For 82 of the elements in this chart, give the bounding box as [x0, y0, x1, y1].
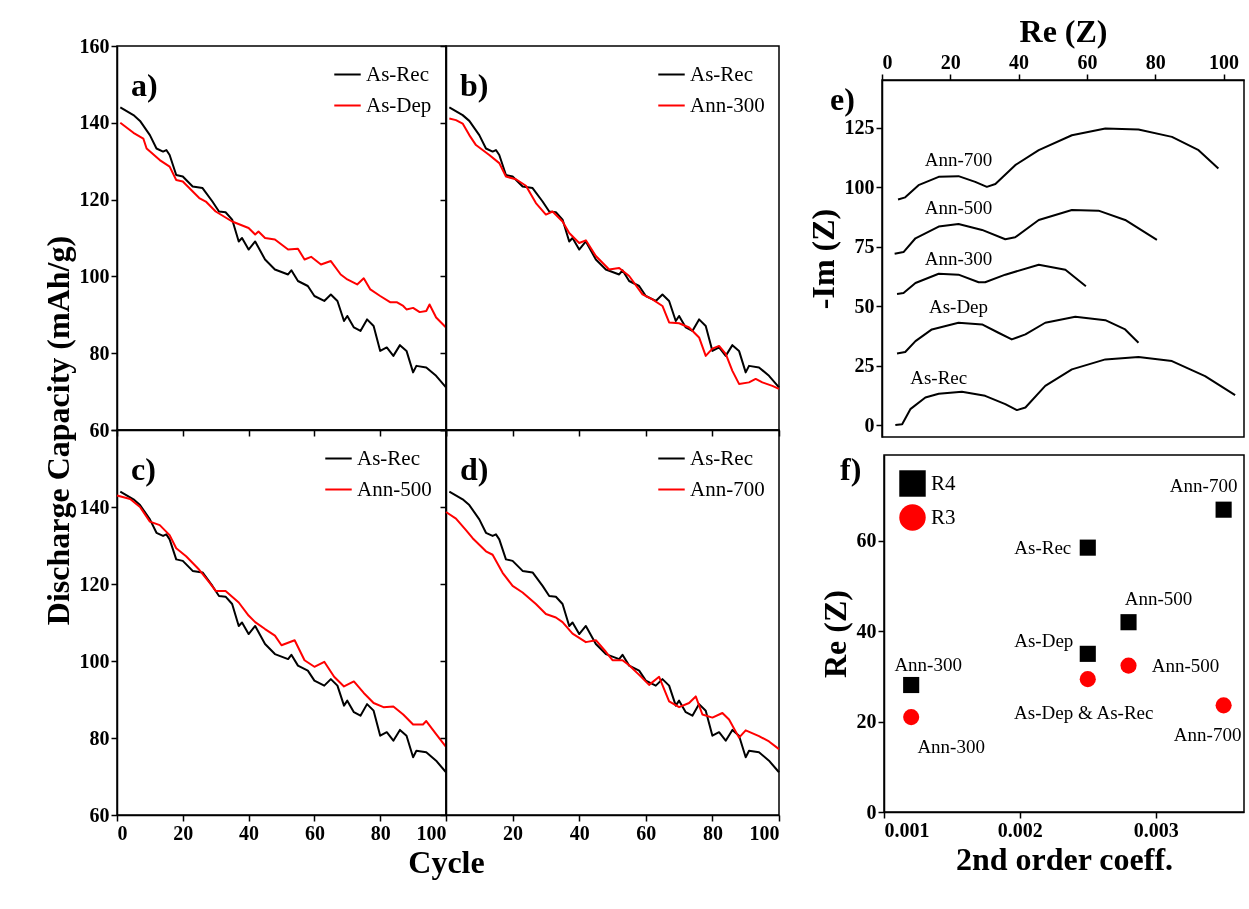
y-tick-label: 140	[79, 111, 110, 134]
x-tick-label: 60	[1077, 50, 1098, 73]
annotation: Ann-300	[917, 736, 985, 758]
y-tick-label: 100	[79, 264, 110, 287]
series-label: Ann-300	[924, 247, 993, 269]
series-label: Ann-700	[924, 149, 993, 171]
x-tick-label: 60	[636, 821, 657, 844]
legend-label: As-Rec	[366, 61, 429, 86]
y-tick-label: 50	[854, 294, 875, 317]
x-axis-title: Re (Z)	[1019, 12, 1108, 49]
y-tick-label: 60	[89, 418, 110, 441]
text: e)	[830, 81, 855, 117]
annotation: Ann-500	[1124, 588, 1193, 610]
x-tick-label: 100	[749, 821, 780, 844]
line-series	[896, 315, 1140, 355]
legend-label: Ann-500	[357, 476, 432, 501]
x-axis-title: Cycle	[408, 843, 485, 880]
y-tick-label: 60	[856, 529, 877, 552]
x-tick-label: 80	[1145, 50, 1166, 73]
text: f)	[840, 451, 862, 487]
y-tick-label: 60	[89, 803, 110, 826]
annotation: Ann-500	[1151, 654, 1220, 676]
x-tick-label: 40	[239, 821, 260, 844]
annotation: a)	[131, 67, 158, 103]
y-tick-label: 160	[79, 34, 110, 57]
x-tick-label: 0.001	[884, 818, 930, 841]
legend-label: R4	[931, 470, 957, 495]
x-tick-label: 20	[173, 821, 194, 844]
line-series	[894, 356, 1237, 427]
legend-label: As-Rec	[690, 445, 753, 470]
x-tick-label: 0.002	[997, 818, 1043, 841]
line-series	[119, 121, 447, 329]
annotation: Ann-700	[1169, 474, 1238, 496]
y-tick-label: 25	[854, 354, 875, 377]
x-tick-label: 0	[117, 821, 128, 844]
legend-label: R3	[931, 504, 956, 529]
series-label: As-Rec	[910, 366, 968, 388]
legend-label: As-Dep	[366, 92, 432, 117]
annotation: As-Rec	[1014, 536, 1072, 558]
x-tick-label: 20	[940, 50, 961, 73]
x-tick-label: 20	[503, 821, 524, 844]
y-axis-title: Discharge Capacity (mAh/g)	[39, 235, 76, 626]
y-tick-label: 75	[854, 235, 875, 258]
line-series	[896, 263, 1087, 295]
x-tick-label: 0	[882, 50, 893, 73]
y-tick-label: 80	[89, 341, 110, 364]
annotation: d)	[460, 451, 489, 487]
series-label: As-Dep	[928, 295, 989, 317]
y-tick-label: 20	[856, 710, 877, 733]
y-axis-title: -Im (Z)	[804, 208, 841, 310]
y-tick-label: 100	[79, 649, 110, 672]
legend-label: Ann-700	[690, 476, 765, 501]
annotation: Ann-300	[894, 654, 962, 676]
annotation: b)	[460, 67, 489, 103]
y-tick-label: 120	[79, 572, 110, 595]
x-tick-label: 100	[1209, 50, 1240, 73]
x-tick-label: 100	[416, 821, 447, 844]
x-tick-label: 80	[702, 821, 723, 844]
legend-label: Ann-300	[690, 92, 765, 117]
line-series	[897, 127, 1220, 201]
y-axis-title: Re (Z)	[816, 590, 853, 678]
annotation: c)	[131, 451, 156, 487]
x-tick-label: 60	[304, 821, 325, 844]
x-tick-label: 40	[569, 821, 590, 844]
legend-label: As-Rec	[357, 445, 420, 470]
x-tick-label: 40	[1009, 50, 1030, 73]
y-tick-label: 125	[844, 116, 875, 139]
y-tick-label: 120	[79, 188, 110, 211]
y-tick-label: 0	[866, 800, 877, 823]
x-tick-label: 0.003	[1133, 818, 1179, 841]
series-label: Ann-500	[924, 196, 993, 218]
x-tick-label: 80	[370, 821, 391, 844]
annotation: As-Dep	[1014, 629, 1074, 651]
annotation: As-Dep & As-Rec	[1014, 702, 1154, 724]
y-tick-label: 80	[89, 726, 110, 749]
annotation: Ann-700	[1173, 724, 1242, 746]
y-tick-label: 100	[844, 175, 875, 198]
y-tick-label: 0	[864, 413, 875, 436]
legend-label: As-Rec	[690, 61, 753, 86]
x-axis-title: 2nd order coeff.	[955, 840, 1174, 877]
y-tick-label: 140	[79, 495, 110, 518]
y-tick-label: 40	[856, 619, 877, 642]
